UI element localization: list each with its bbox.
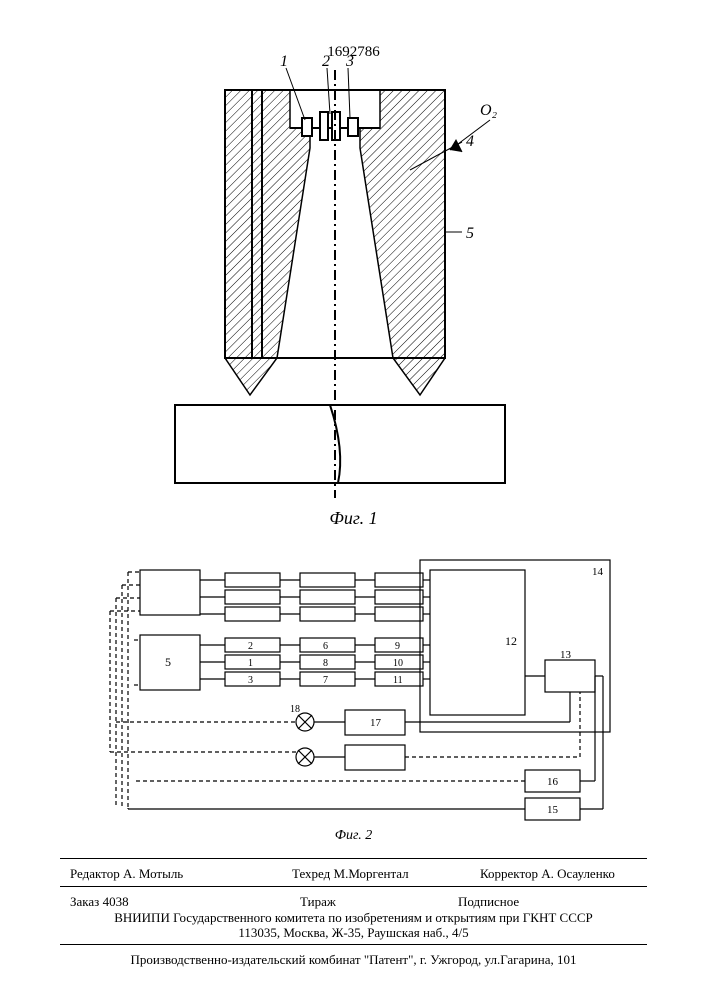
fig1-label-3: 3 — [345, 53, 354, 70]
svg-text:17: 17 — [370, 717, 382, 729]
svg-text:2: 2 — [248, 641, 253, 652]
svg-text:16: 16 — [547, 776, 559, 788]
fig1-label-o2: O₂ — [480, 102, 498, 119]
editor: Редактор А. Мотыль — [70, 866, 183, 882]
order-no: Заказ 4038 — [70, 894, 129, 910]
svg-text:13: 13 — [560, 649, 572, 661]
fig1-label-2: 2 — [322, 53, 330, 70]
svg-text:3: 3 — [248, 675, 253, 686]
techred: Техред М.Моргентал — [292, 866, 409, 882]
svg-text:15: 15 — [547, 804, 559, 816]
fig1-label-4: 4 — [466, 133, 474, 150]
svg-text:10: 10 — [393, 658, 403, 669]
svg-text:12: 12 — [505, 634, 517, 648]
svg-text:14: 14 — [592, 566, 604, 578]
svg-text:5: 5 — [165, 655, 171, 669]
svg-text:11: 11 — [393, 675, 403, 686]
svg-text:7: 7 — [323, 675, 328, 686]
divider — [60, 886, 647, 887]
svg-text:1: 1 — [248, 658, 253, 669]
divider — [60, 858, 647, 859]
divider — [60, 944, 647, 945]
fig1-label-5: 5 — [466, 225, 474, 242]
figure-2: 14 12 13 5 2 6 9 1 8 10 3 7 11 — [0, 540, 707, 840]
svg-text:9: 9 — [395, 641, 400, 652]
footer-org: ВНИИПИ Государственного комитета по изоб… — [60, 910, 647, 926]
print-run: Тираж — [300, 894, 336, 910]
fig2-caption: Фиг. 2 — [0, 828, 707, 844]
svg-text:8: 8 — [323, 658, 328, 669]
fig1-caption: Фиг. 1 — [0, 508, 707, 529]
footer-addr: 113035, Москва, Ж-35, Раушская наб., 4/5 — [60, 925, 647, 941]
signed: Подписное — [458, 894, 519, 910]
footer-print: Производственно-издательский комбинат "П… — [60, 952, 647, 968]
fig1-label-1: 1 — [280, 53, 288, 70]
svg-text:18: 18 — [290, 704, 300, 715]
svg-text:6: 6 — [323, 641, 328, 652]
corrector: Корректор А. Осауленко — [480, 866, 615, 882]
figure-1: 1 2 3 4 5 O₂ — [0, 0, 707, 520]
